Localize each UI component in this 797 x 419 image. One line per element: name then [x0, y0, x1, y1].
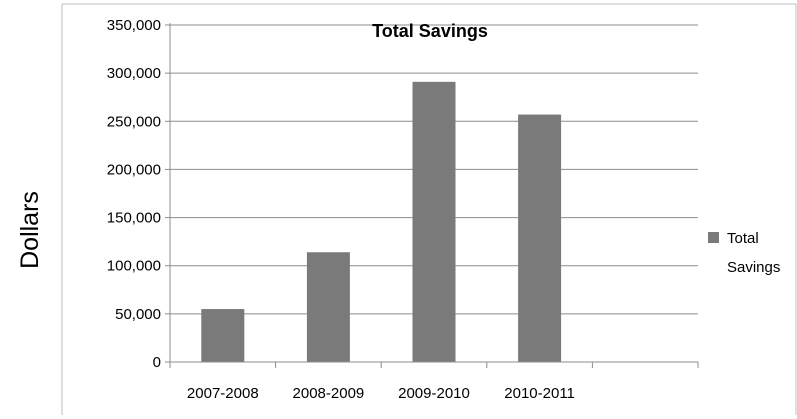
x-tick-label: 2010-2011: [504, 385, 575, 402]
legend-swatch: [708, 232, 719, 243]
axes-group: [165, 23, 699, 368]
x-tick-label: 2007-2008: [187, 385, 259, 402]
y-tick-label: 350,000: [107, 17, 161, 34]
y-tick-label: 250,000: [107, 113, 161, 130]
bar: [306, 252, 350, 362]
y-tick-label: 100,000: [107, 258, 161, 275]
x-tick-label: 2008-2009: [293, 385, 365, 402]
bars-group: [201, 81, 562, 363]
chart-title: Total Savings: [372, 21, 488, 41]
y-tick-label: 0: [153, 354, 161, 371]
bar: [518, 114, 562, 362]
x-tick-labels: 2007-2008 2008-2009 2009-2010 2010-2011: [187, 385, 575, 402]
y-tick-label: 300,000: [107, 65, 161, 82]
y-axis-label: Dollars: [16, 191, 44, 269]
legend-label-line-2: Savings: [727, 259, 780, 276]
bar: [201, 309, 245, 362]
bar: [412, 81, 456, 363]
y-tick-label: 50,000: [115, 306, 161, 323]
legend-label-line-1: Total: [727, 230, 759, 247]
y-tick-labels: 0 50,000 100,000 150,000 200,000 250,000 300,0…: [107, 17, 161, 371]
y-tick-label: 150,000: [107, 210, 161, 227]
x-tick-label: 2009-2010: [398, 385, 470, 402]
y-tick-label: 200,000: [107, 161, 161, 178]
legend: Total Savings: [708, 230, 780, 276]
